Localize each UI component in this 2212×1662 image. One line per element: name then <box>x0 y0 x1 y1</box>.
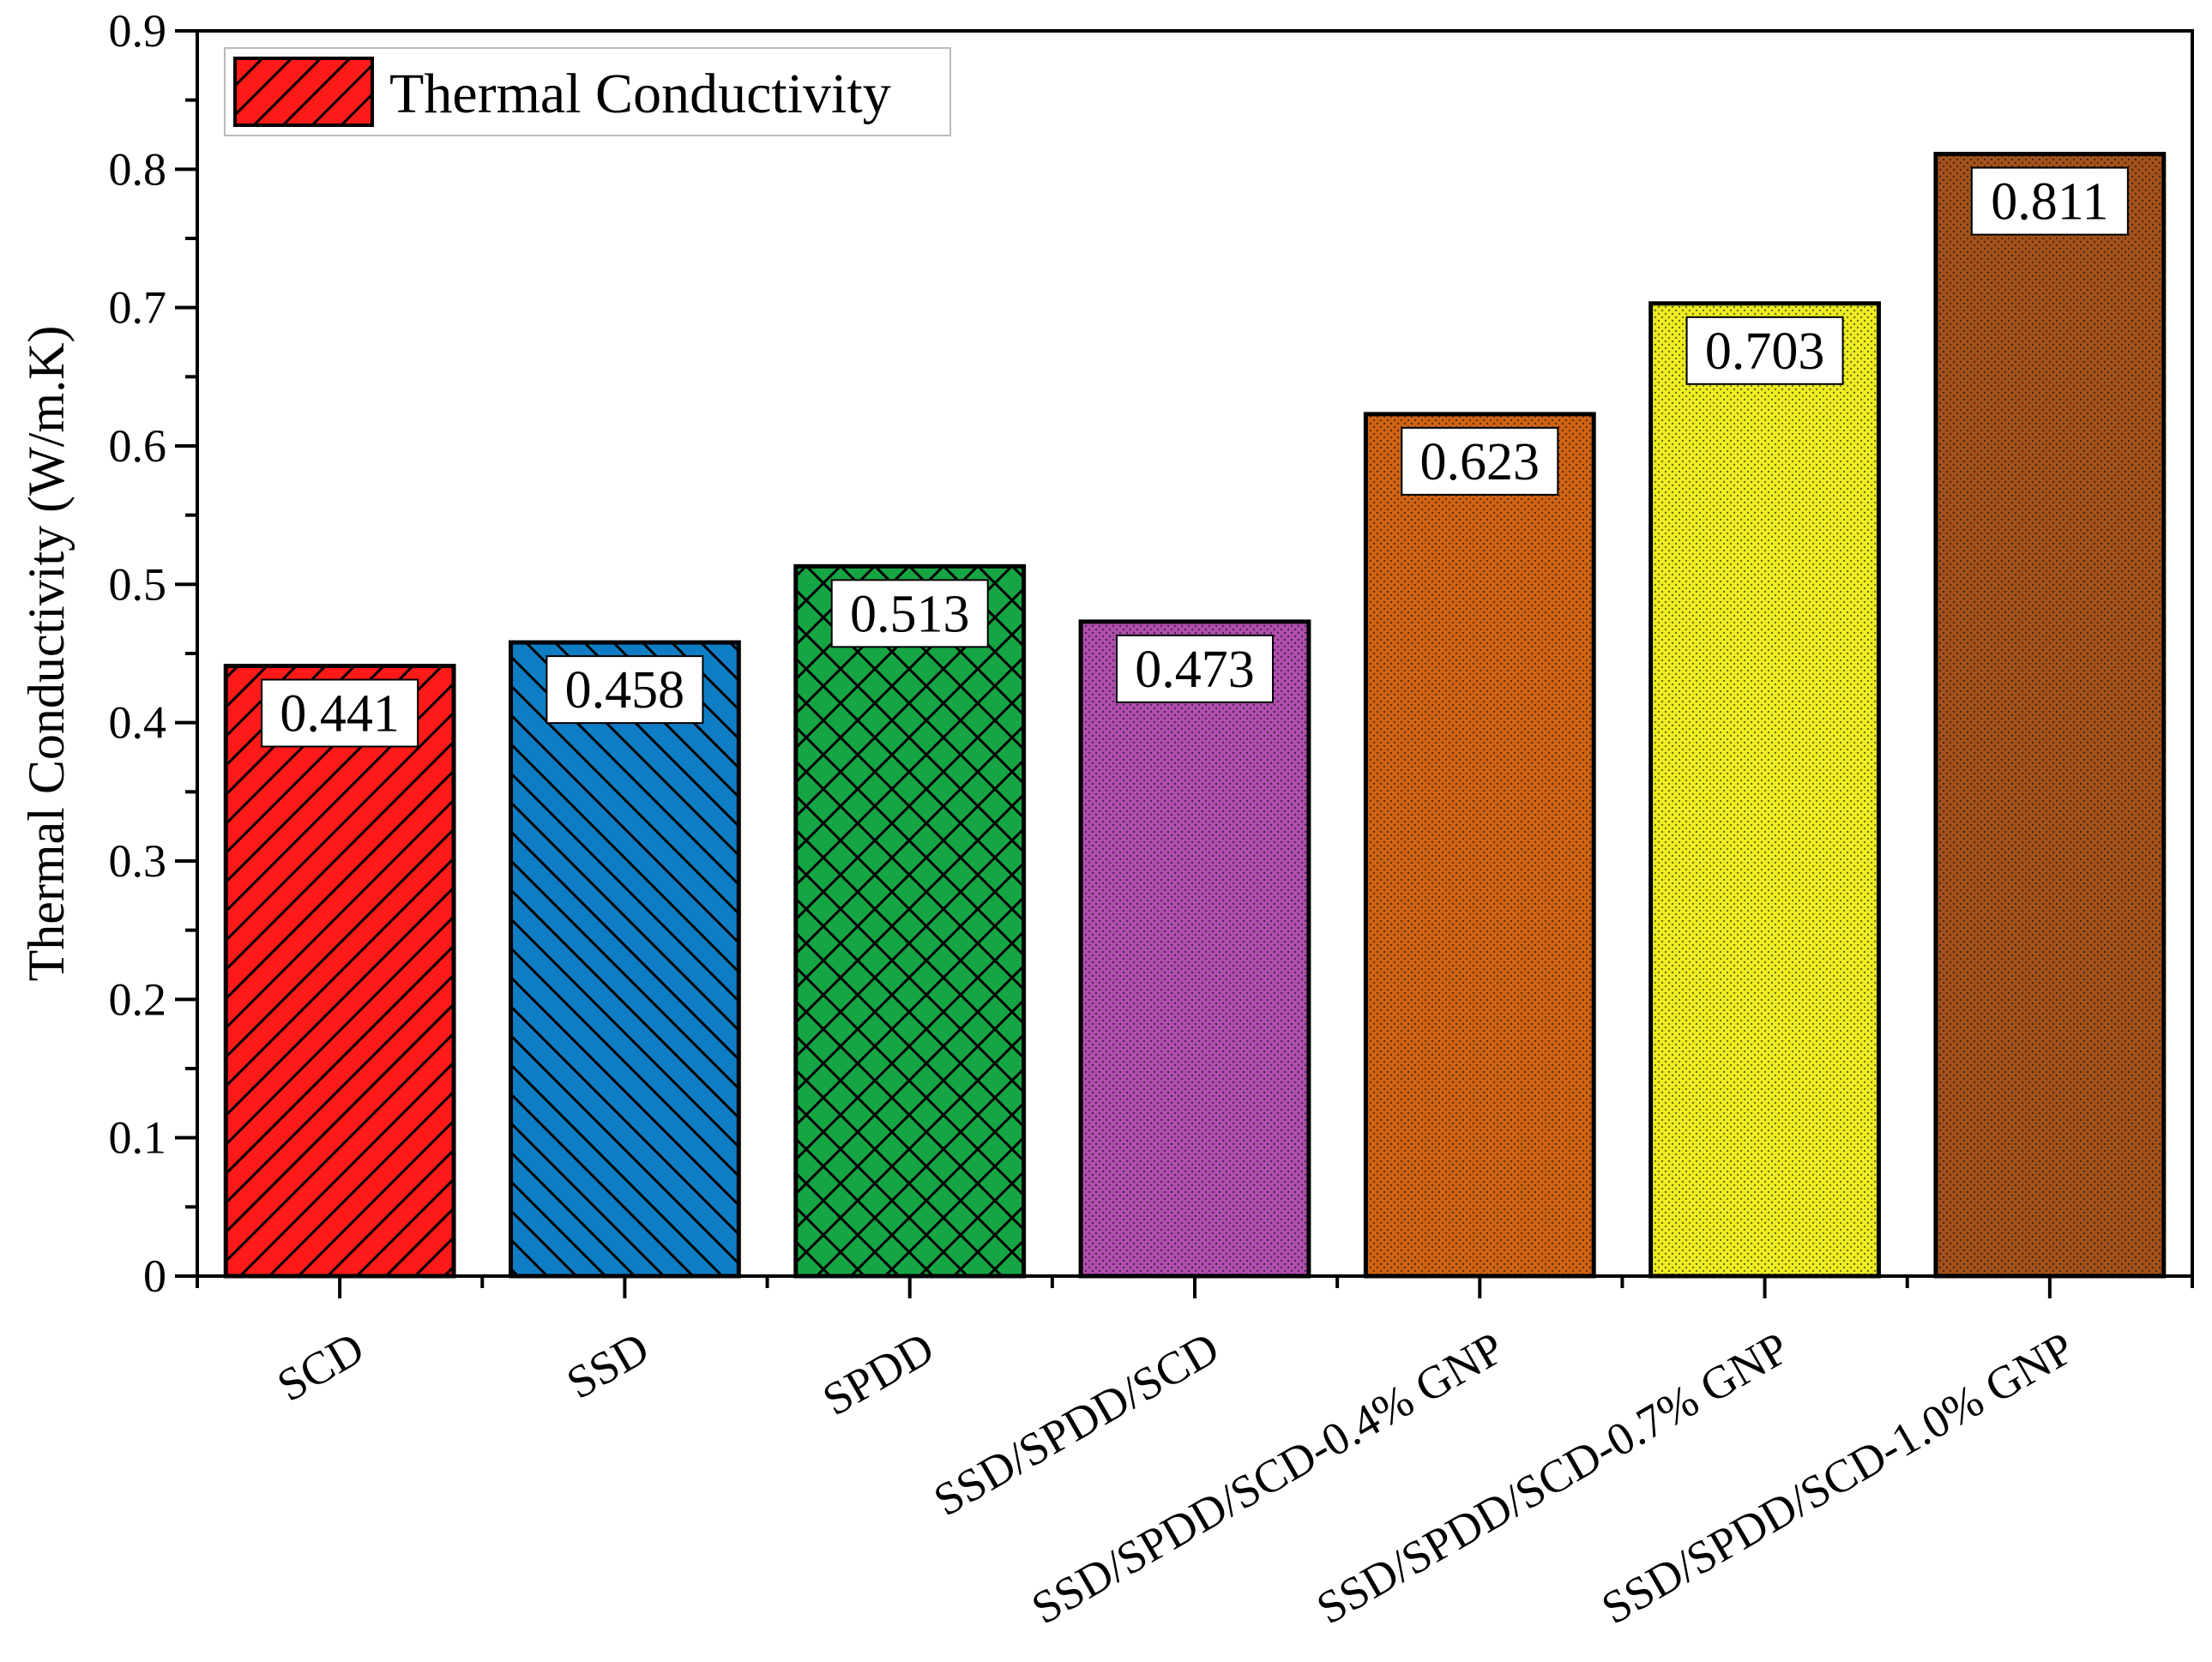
legend-label: Thermal Conductivity <box>389 63 891 125</box>
x-category-label: SSD/SPDD/SCD <box>925 1322 1227 1526</box>
value-label-box <box>261 678 419 748</box>
y-axis-title: Thermal Conductivity (W/m.K) <box>18 326 75 982</box>
value-label: 0.513 <box>830 579 989 648</box>
value-label-text: 0.811 <box>1991 173 2108 232</box>
bar <box>1933 152 2167 1279</box>
legend-swatch <box>233 57 374 127</box>
value-label: 0.441 <box>261 678 419 748</box>
x-axis <box>196 1276 2194 1298</box>
y-tick-label: 0.5 <box>109 558 167 610</box>
bar-series <box>223 152 2167 1279</box>
value-label-group: 0.441 0.458 0.513 0.473 0.623 0.703 0.811 <box>261 166 2129 748</box>
value-label: 0.458 <box>545 655 704 725</box>
x-category-label: SSD/SPDD/SCD-0.4% GNP <box>1023 1322 1513 1634</box>
value-label-text: 0.441 <box>280 685 400 744</box>
value-label-box <box>830 579 989 648</box>
bar <box>1363 412 1596 1279</box>
y-tick-label: 0.1 <box>109 1112 167 1164</box>
value-label-box <box>545 655 704 725</box>
y-tick-label: 0.4 <box>109 697 167 749</box>
bar <box>509 640 741 1279</box>
x-category-label: SCD <box>268 1322 372 1411</box>
value-label-box <box>1116 634 1274 703</box>
value-label-text: 0.458 <box>565 661 685 720</box>
bar <box>1648 301 1881 1279</box>
value-label-box <box>1970 166 2129 236</box>
x-category-label: SSD/SPDD/SCD-1.0% GNP <box>1593 1322 2082 1634</box>
bar <box>223 664 456 1279</box>
y-tick-label: 0.6 <box>109 420 167 472</box>
value-label: 0.811 <box>1970 166 2129 236</box>
y-tick-label: 0.7 <box>109 282 167 334</box>
y-tick-label: 0.9 <box>109 5 167 57</box>
y-tick-label: 0 <box>143 1250 166 1302</box>
x-category-label: SSD/SPDD/SCD-0.7% GNP <box>1308 1322 1798 1634</box>
value-label: 0.703 <box>1685 316 1844 385</box>
x-category-label: SSD <box>558 1322 658 1408</box>
value-label-text: 0.623 <box>1420 433 1540 491</box>
value-label-text: 0.703 <box>1705 322 1825 381</box>
value-label: 0.473 <box>1116 634 1274 703</box>
value-label-box <box>1401 426 1559 496</box>
y-tick-label: 0.8 <box>109 143 167 195</box>
y-tick-label: 0.3 <box>109 835 167 887</box>
y-tick-label: 0.2 <box>109 973 167 1025</box>
legend: Thermal Conductivity <box>224 47 951 136</box>
category-label-group: SCD SSD SPDDSSD/SPDD/SCDSSD/SPDD/SCD-0.4% … <box>268 1322 2082 1634</box>
bar <box>793 563 1027 1279</box>
x-category-label: SPDD <box>814 1322 943 1425</box>
value-label-box <box>1685 316 1844 385</box>
bar <box>1078 619 1311 1279</box>
value-label: 0.623 <box>1401 426 1559 496</box>
value-label-text: 0.473 <box>1135 641 1255 699</box>
y-axis: 0 0.1 0.2 0.3 0.4 0.5 0.6 0.7 0.8 0.9 <box>109 5 197 1302</box>
value-label-text: 0.513 <box>850 585 970 643</box>
